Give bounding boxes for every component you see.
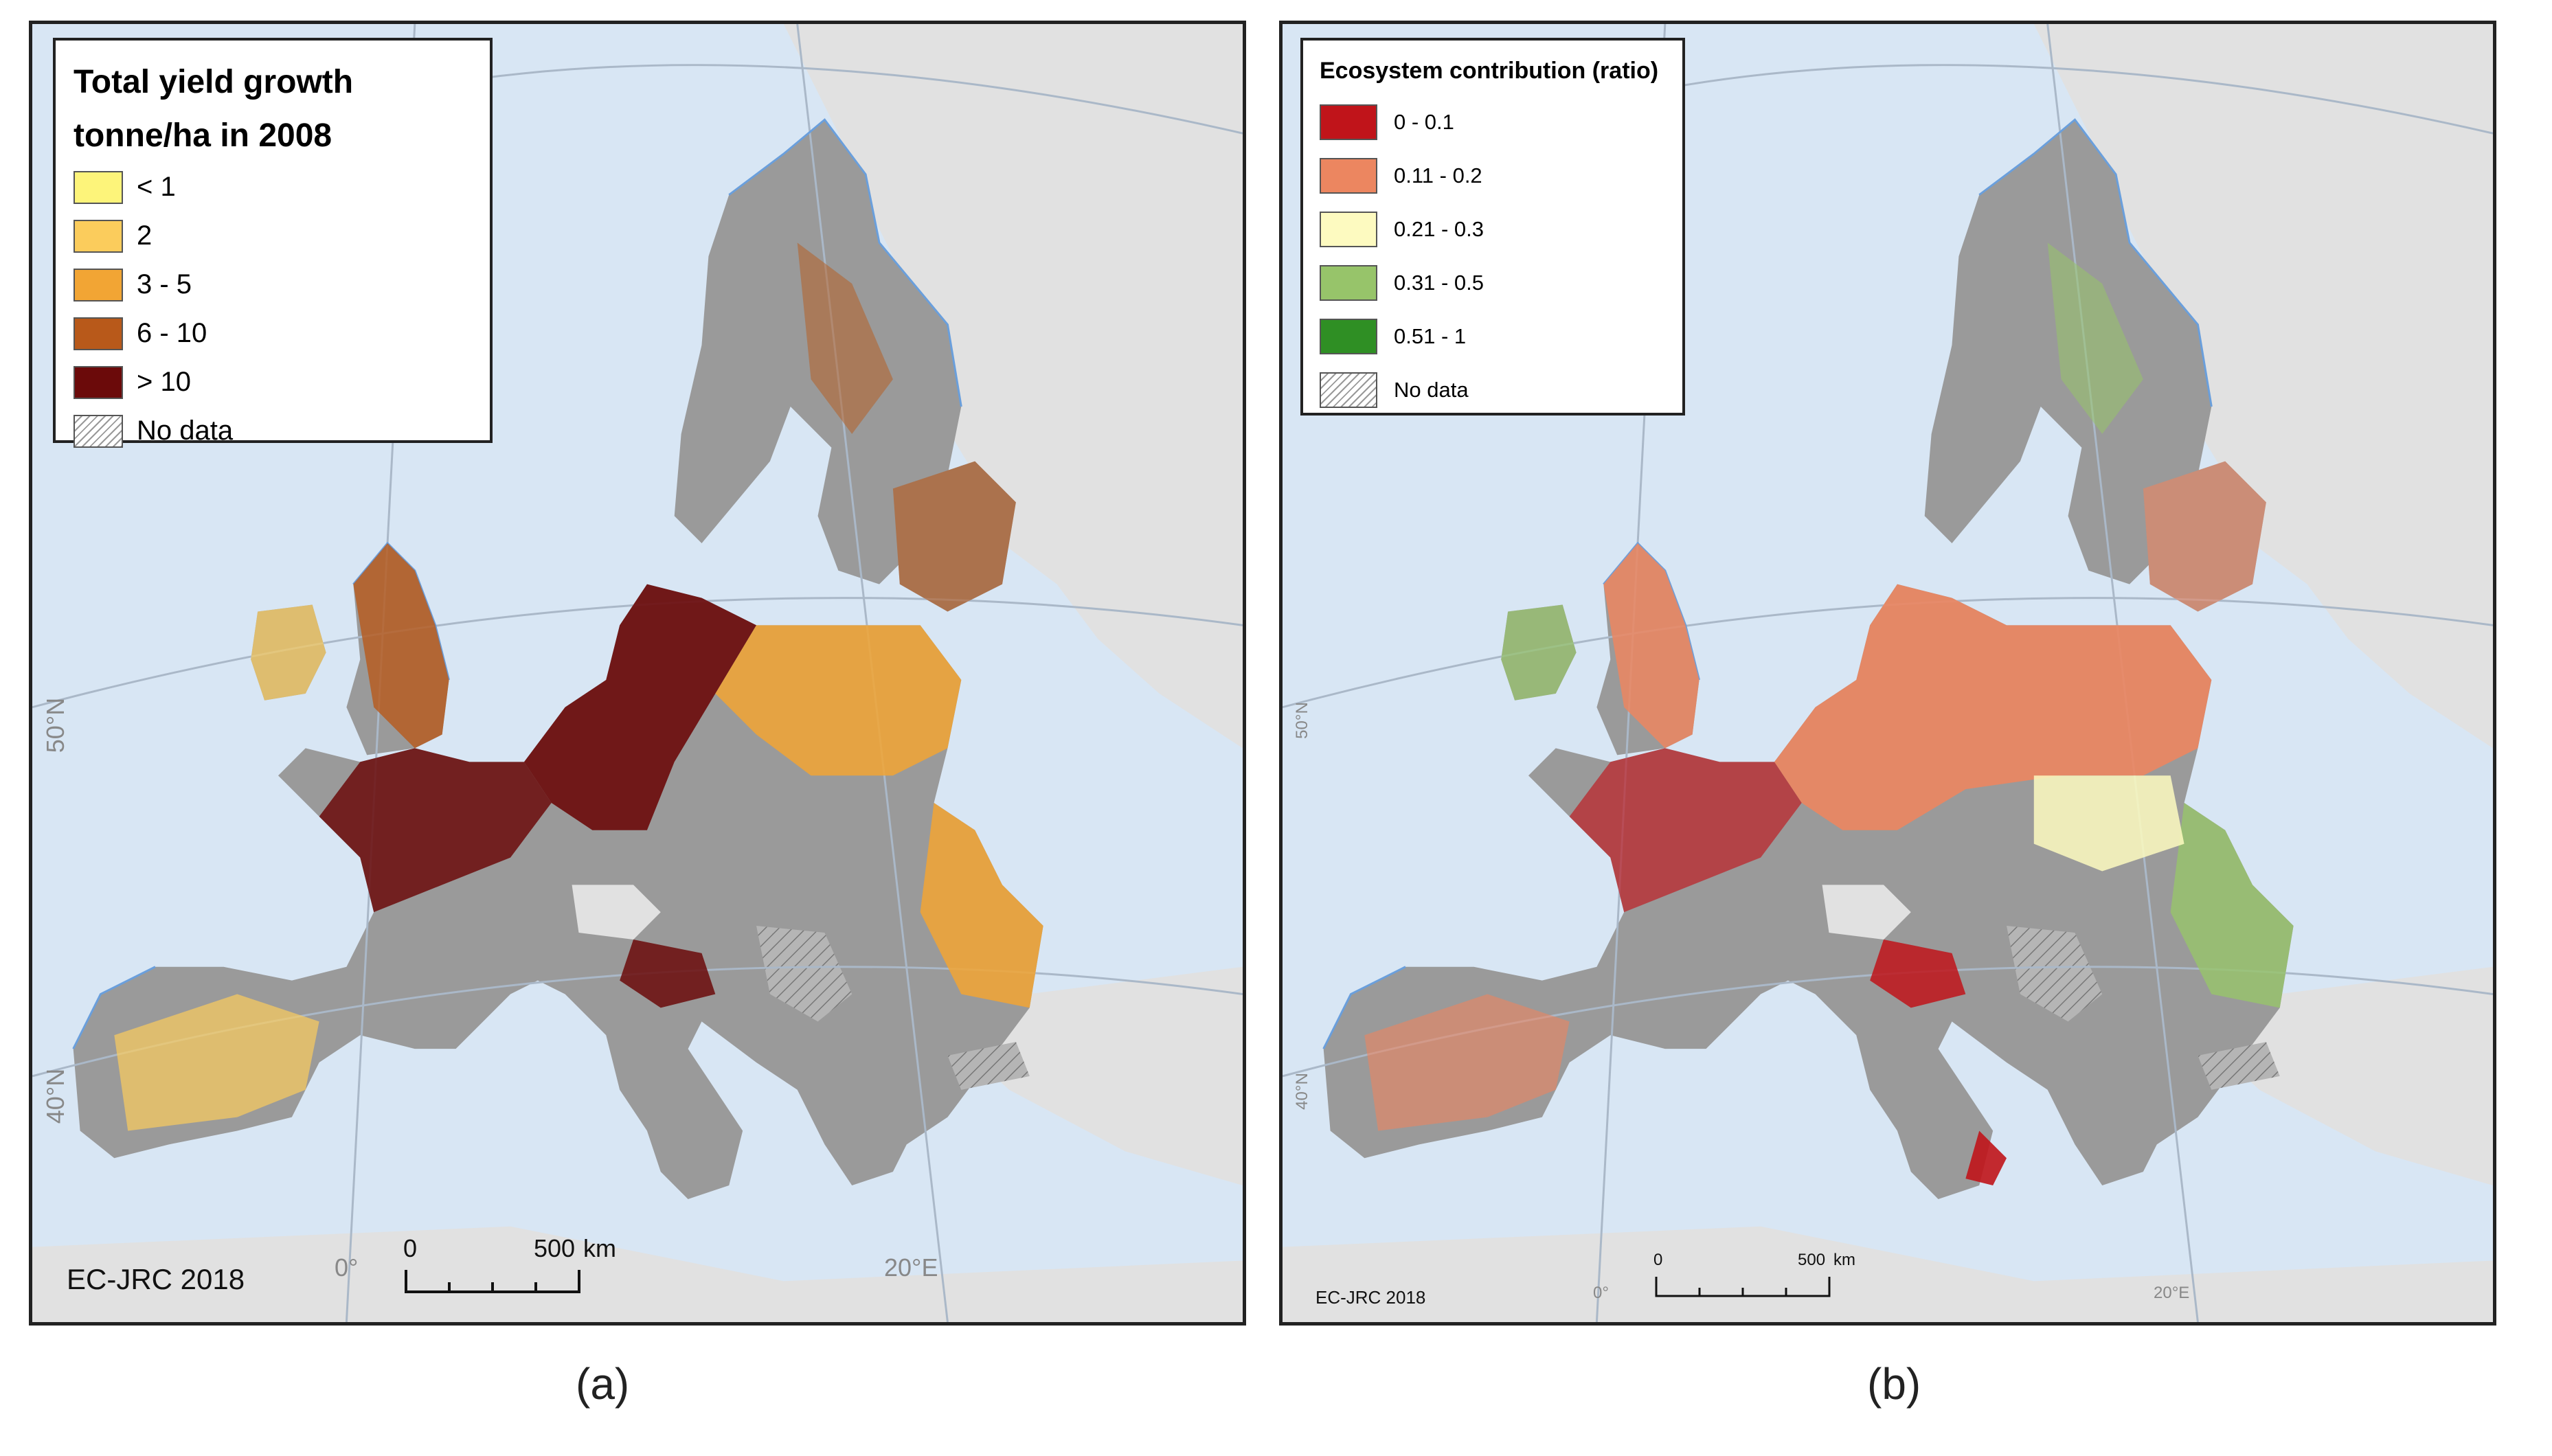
scale-unit-label: km [1833, 1251, 1855, 1269]
legend-label: 2 [137, 220, 153, 251]
graticule-label-50n: 50°N [1292, 702, 1311, 739]
legend-item: > 10 [74, 358, 472, 407]
graticule-label-0: 0° [335, 1253, 359, 1282]
legend-item: 0.21 - 0.3 [1320, 203, 1666, 256]
legend-item: 2 [74, 212, 472, 260]
legend-item: 0 - 0.1 [1320, 95, 1666, 149]
scale-end-label: 500 [1798, 1251, 1826, 1269]
legend-item: No data [74, 407, 472, 455]
legend-swatch [1320, 104, 1377, 140]
scale-start-label: 0 [403, 1234, 418, 1262]
scale-bar: 0 500 km [403, 1234, 616, 1303]
credit-text: EC-JRC 2018 [1315, 1287, 1426, 1308]
legend-item: 0.11 - 0.2 [1320, 149, 1666, 203]
legend-title: Ecosystem contribution (ratio) [1320, 58, 1659, 84]
graticule-label-50n: 50°N [41, 697, 70, 753]
map-panel-a: Total yield growth tonne/ha in 2008 < 1 2… [29, 21, 1246, 1326]
ecosystem-contribution-layer [1364, 242, 2294, 1186]
map-panel-b: Ecosystem contribution (ratio) 0 - 0.1 0.… [1279, 21, 2496, 1326]
legend-label: 3 - 5 [137, 269, 192, 299]
graticule-label-20e: 20°E [884, 1253, 938, 1282]
legend-label: No data [137, 416, 234, 446]
legend-item: 3 - 5 [74, 260, 472, 309]
legend-swatch [74, 268, 123, 302]
yield-growth-layer [114, 242, 1043, 1131]
graticule-label-40n: 40°N [41, 1068, 70, 1124]
legend-title-line1: Total yield growth [74, 64, 354, 100]
legend-swatch [1320, 212, 1377, 247]
europe-basemap [1283, 24, 2493, 1322]
scale-bar: 0 500 km [1653, 1251, 1855, 1306]
credit-text: EC-JRC 2018 [67, 1263, 245, 1295]
legend-label: < 1 [137, 172, 176, 202]
scale-ticks [1655, 1277, 1831, 1297]
legend-yield-growth: Total yield growth tonne/ha in 2008 < 1 2… [53, 38, 493, 448]
legend-label: 6 - 10 [137, 318, 207, 348]
legend-label: > 10 [137, 367, 191, 397]
scale-ticks [405, 1270, 580, 1293]
legend-swatch [74, 219, 123, 253]
graticule-label-40n: 40°N [1292, 1073, 1311, 1110]
nodata-greece-hatch [947, 1042, 1030, 1090]
scale-unit-label: km [583, 1234, 616, 1262]
scale-start-label: 0 [1653, 1251, 1663, 1269]
legend-swatch [74, 365, 123, 399]
legend-swatch [74, 170, 123, 204]
legend-swatch [74, 414, 123, 448]
legend-label: 0.31 - 0.5 [1394, 271, 1484, 295]
legend-label: 0.51 - 1 [1394, 324, 1467, 348]
legend-swatch [1320, 372, 1377, 408]
graticule-label-0: 0° [1593, 1284, 1609, 1302]
legend-item: No data [1320, 363, 1666, 417]
caption-b: (b) [1867, 1359, 1921, 1409]
legend-item: < 1 [74, 163, 472, 212]
legend-item: 0.31 - 0.5 [1320, 256, 1666, 310]
graticule-label-20e: 20°E [2154, 1284, 2190, 1302]
legend-item: 0.51 - 1 [1320, 310, 1666, 363]
legend-swatch [1320, 265, 1377, 301]
legend-label: No data [1394, 378, 1469, 402]
legend-swatch [1320, 158, 1377, 194]
legend-label: 0.21 - 0.3 [1394, 217, 1484, 241]
legend-item: 6 - 10 [74, 309, 472, 358]
legend-swatch [74, 317, 123, 350]
legend-label: 0 - 0.1 [1394, 110, 1454, 134]
legend-swatch [1320, 319, 1377, 354]
legend-label: 0.11 - 0.2 [1394, 163, 1482, 187]
legend-title-line2: tonne/ha in 2008 [74, 117, 332, 154]
caption-a: (a) [576, 1359, 630, 1409]
legend-ecosystem-contribution: Ecosystem contribution (ratio) 0 - 0.1 0.… [1300, 38, 1685, 416]
europe-basemap [32, 24, 1243, 1322]
scale-end-label: 500 [534, 1234, 576, 1262]
